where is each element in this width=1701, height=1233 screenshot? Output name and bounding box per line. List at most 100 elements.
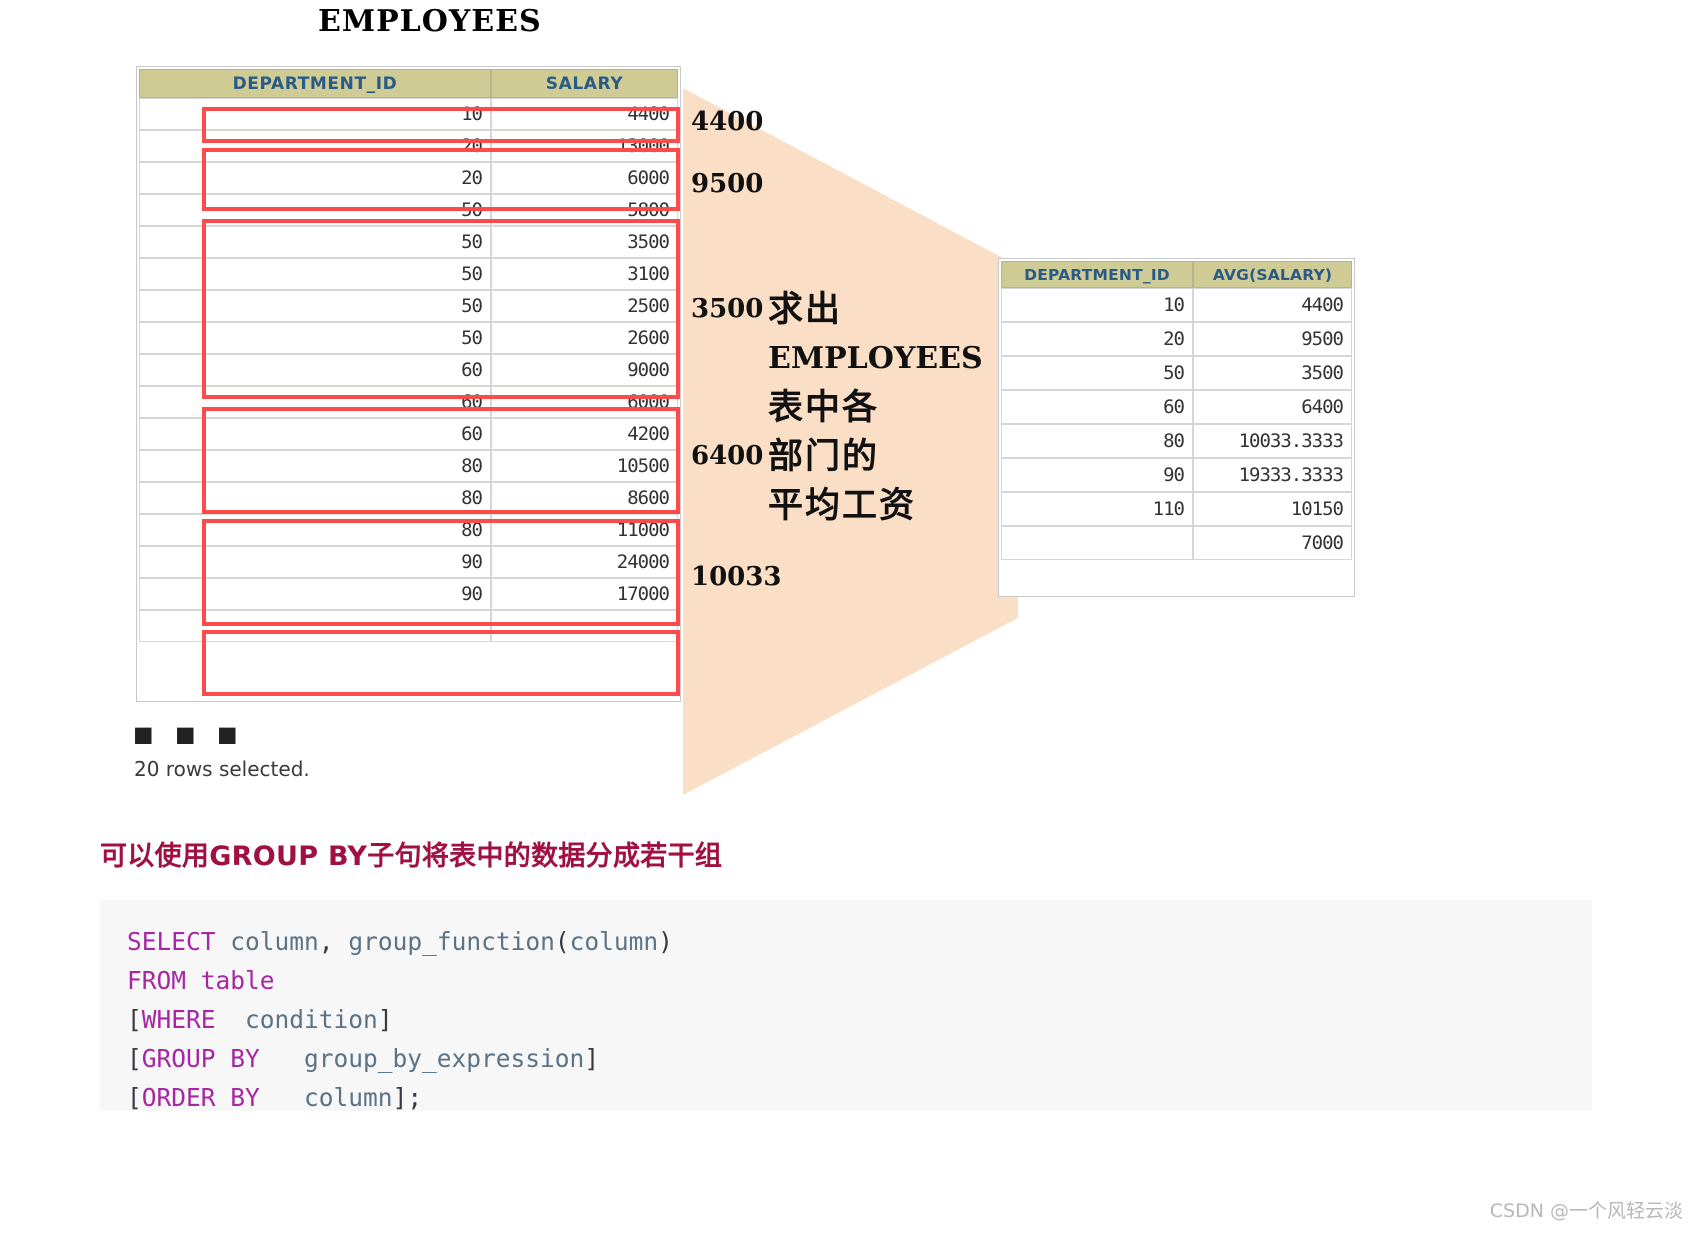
cell-department-id: 90 <box>139 546 491 578</box>
code-token: ] <box>584 1044 600 1073</box>
code-token: GROUP BY <box>141 1044 260 1073</box>
table-row: 10 4400 <box>139 98 678 130</box>
table-row: 7000 <box>1001 526 1352 560</box>
cell-salary: 5800 <box>491 194 678 226</box>
cell-salary: 2600 <box>491 322 678 354</box>
result-grid: DEPARTMENT_ID AVG(SALARY) 10 4400 20 9500 50… <box>1001 261 1352 560</box>
table-row: 110 10150 <box>1001 492 1352 526</box>
table-row: 50 2500 <box>139 290 678 322</box>
section-heading: 可以使用GROUP BY子句将表中的数据分成若干组 <box>100 841 723 872</box>
code-token: group_by_expression <box>304 1044 585 1073</box>
table-row: 60 6400 <box>1001 390 1352 424</box>
table-row: 50 3500 <box>1001 356 1352 390</box>
cell-salary: 4400 <box>491 98 678 130</box>
cell-salary: 17000 <box>491 578 678 610</box>
code-line: [WHERE condition] <box>127 1000 1592 1039</box>
cell-salary: 3100 <box>491 258 678 290</box>
code-token <box>216 927 231 956</box>
code-line: SELECT column, group_function(column) <box>127 922 1592 961</box>
cell-department-id: 50 <box>139 258 491 290</box>
cell-department-id: 20 <box>139 162 491 194</box>
table-row: 20 6000 <box>139 162 678 194</box>
cell-department-id: 60 <box>139 418 491 450</box>
code-token: ) <box>658 927 673 956</box>
group-avg-label-10: 4400 <box>691 107 764 137</box>
cell-salary <box>491 610 678 642</box>
table-header-row: DEPARTMENT_ID SALARY <box>139 69 678 98</box>
employees-table: DEPARTMENT_ID SALARY 10 4400 20 13000 20 6000… <box>136 66 681 702</box>
cell-department-id: 50 <box>139 226 491 258</box>
result-column-header-department-id: DEPARTMENT_ID <box>1001 261 1193 288</box>
table-row: 60 4200 <box>139 418 678 450</box>
cell-department-id: 60 <box>1001 390 1193 424</box>
group-avg-label-60: 6400 <box>691 441 764 471</box>
cell-department-id: 20 <box>1001 322 1193 356</box>
table-row: 90 19333.3333 <box>1001 458 1352 492</box>
code-token: column <box>230 927 319 956</box>
code-token: FROM <box>127 966 187 995</box>
cell-department-id: 50 <box>139 290 491 322</box>
table-row-partial <box>139 610 678 642</box>
code-token: ORDER BY <box>141 1083 260 1112</box>
cell-avg-salary: 3500 <box>1193 356 1352 390</box>
table-row: 50 5800 <box>139 194 678 226</box>
cell-avg-salary: 9500 <box>1193 322 1352 356</box>
table-row: 80 8600 <box>139 482 678 514</box>
cell-salary: 4200 <box>491 418 678 450</box>
code-token: ]; <box>392 1083 423 1112</box>
cell-department-id <box>139 610 491 642</box>
result-rows: 10 4400 20 9500 50 3500 60 6400 80 10033.3333 90 19… <box>1001 288 1352 560</box>
cell-avg-salary: 10150 <box>1193 492 1352 526</box>
table-row: 80 11000 <box>139 514 678 546</box>
cell-department-id: 80 <box>139 482 491 514</box>
caption-line-3: 表中各 <box>768 387 880 428</box>
cell-salary: 10500 <box>491 450 678 482</box>
ellipsis-marker: ■ ■ ■ <box>133 716 244 754</box>
cell-salary: 24000 <box>491 546 678 578</box>
cell-department-id: 60 <box>139 354 491 386</box>
cell-avg-salary: 19333.3333 <box>1193 458 1352 492</box>
code-token: ( <box>554 927 570 956</box>
cell-salary: 3500 <box>491 226 678 258</box>
code-line: [GROUP BY group_by_expression] <box>127 1039 1592 1078</box>
column-header-department-id: DEPARTMENT_ID <box>139 69 491 98</box>
table-row: 50 2600 <box>139 322 678 354</box>
cell-department-id: 10 <box>1001 288 1193 322</box>
table-row: 20 9500 <box>1001 322 1352 356</box>
cell-department-id: 50 <box>139 194 491 226</box>
cell-salary: 6000 <box>491 162 678 194</box>
result-header-row: DEPARTMENT_ID AVG(SALARY) <box>1001 261 1352 288</box>
code-token: [ <box>127 1044 142 1073</box>
employees-rows: 10 4400 20 13000 20 6000 50 5800 50 3500 50 3100 50 2… <box>139 98 678 642</box>
code-token: [ <box>127 1005 142 1034</box>
column-header-salary: SALARY <box>491 69 678 98</box>
cell-department-id: 80 <box>1001 424 1193 458</box>
code-token <box>260 1044 304 1073</box>
table-row: 20 13000 <box>139 130 678 162</box>
cell-avg-salary: 10033.3333 <box>1193 424 1352 458</box>
table-row: 60 6000 <box>139 386 678 418</box>
cell-avg-salary: 7000 <box>1193 526 1352 560</box>
cell-department-id: 50 <box>1001 356 1193 390</box>
code-token: , <box>318 927 349 956</box>
diagram-caption: 求出 EMPLOYEES 表中各 部门的 平均工资 <box>768 285 1013 530</box>
group-avg-label-80: 10033 <box>691 562 782 592</box>
cell-salary: 2500 <box>491 290 678 322</box>
code-token <box>186 966 201 995</box>
cell-department-id: 60 <box>139 386 491 418</box>
group-avg-label-50: 3500 <box>691 294 764 324</box>
cell-department-id: 80 <box>139 450 491 482</box>
code-token: group_function <box>348 927 555 956</box>
code-line: FROM table <box>127 961 1592 1000</box>
cell-salary: 11000 <box>491 514 678 546</box>
code-token: column <box>304 1083 393 1112</box>
cell-salary: 8600 <box>491 482 678 514</box>
code-line: [ORDER BY column]; <box>127 1078 1592 1117</box>
code-token: WHERE <box>141 1005 216 1034</box>
group-avg-label-20: 9500 <box>691 169 764 199</box>
table-row: 10 4400 <box>1001 288 1352 322</box>
table-row: 90 17000 <box>139 578 678 610</box>
cell-avg-salary: 4400 <box>1193 288 1352 322</box>
table-row: 80 10033.3333 <box>1001 424 1352 458</box>
cell-salary: 9000 <box>491 354 678 386</box>
